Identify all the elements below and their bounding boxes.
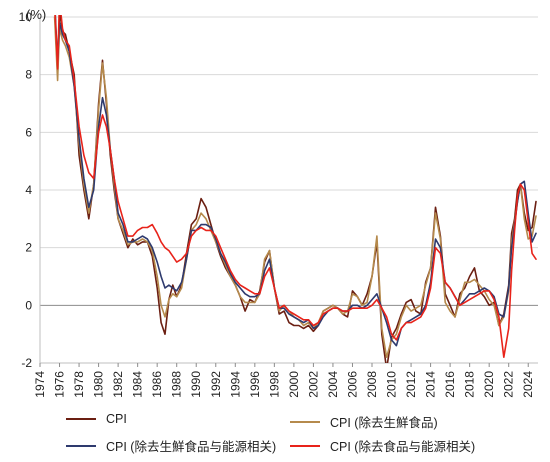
x-tick-label-1974: 1974 [33,371,47,398]
x-tick-label-1982: 1982 [111,371,125,398]
x-tick-label-2020: 2020 [482,371,496,398]
y-tick-label-0: 0 [25,298,32,312]
x-tick-label-2012: 2012 [404,371,418,398]
x-tick-label-2018: 2018 [463,371,477,398]
series-line-cpi-ex-food-energy [54,15,537,359]
y-tick-label-8: 8 [25,68,32,82]
legend-label-cpi-ex-fresh-food-energy: CPI (除去生鮮食品与能源相关) [106,440,277,454]
x-tick-label-2016: 2016 [443,371,457,398]
x-tick-label-2024: 2024 [521,371,535,398]
series-cpi-ex-food-energy [54,15,537,359]
legend: CPI CPI (除去生鮮食品) CPI (除去生鮮食品与能源相关) CPI (… [0,404,550,462]
y-tick-label-6: 6 [25,125,32,139]
x-tick-label-1986: 1986 [150,371,164,398]
legend-swatch-cpi-ex-fresh-food [290,420,320,423]
x-tick-label-1992: 1992 [209,371,223,398]
x-tick-label-1988: 1988 [170,371,184,398]
legend-swatch-cpi [66,418,96,420]
tick-labels: -2 0 2 4 6 8 10 1974 1976 1978 1980 1982 1984 1986 198… [19,10,536,398]
x-tick-label-2004: 2004 [326,371,340,398]
x-tick-label-2010: 2010 [385,371,399,398]
x-tick-label-1996: 1996 [248,371,262,398]
x-tick-label-2002: 2002 [306,371,320,398]
legend-item-cpi-ex-fresh-food-energy: CPI (除去生鮮食品与能源相关) [66,436,276,455]
x-tick-label-1998: 1998 [267,371,281,398]
series-line-cpi [54,15,537,363]
x-tick-label-1976: 1976 [53,371,67,398]
y-tick-label-10: 10 [19,10,33,24]
x-tick-label-1984: 1984 [131,371,145,398]
y-tick-label--2: -2 [21,356,32,370]
x-tick-label-1978: 1978 [72,371,86,398]
legend-item-cpi: CPI [66,412,127,426]
x-tick-label-2008: 2008 [365,371,379,398]
series-lines [53,15,537,363]
x-tick-label-2022: 2022 [502,371,516,398]
legend-item-cpi-ex-food-energy: CPI (除去食品与能源相关) [290,436,475,455]
axes [39,17,538,367]
legend-label-cpi-ex-fresh-food: CPI (除去生鮮食品) [330,416,438,430]
x-tick-label-2014: 2014 [424,371,438,398]
legend-item-cpi-ex-fresh-food: CPI (除去生鮮食品) [290,412,438,431]
y-tick-label-4: 4 [25,183,32,197]
series-cpi-ex-fresh-food-energy [54,15,537,347]
x-tick-label-2006: 2006 [345,371,359,398]
legend-swatch-cpi-ex-fresh-food-energy [66,444,96,447]
legend-swatch-cpi-ex-food-energy [290,444,320,447]
series-line-cpi-ex-fresh-food [53,16,537,359]
legend-label-cpi: CPI [106,412,127,426]
x-tick-label-1980: 1980 [92,371,106,398]
x-tick-label-1990: 1990 [189,371,203,398]
x-tick-label-1994: 1994 [228,371,242,398]
x-tick-label-2000: 2000 [287,371,301,398]
y-tick-label-2: 2 [25,241,32,255]
series-cpi-ex-fresh-food [53,16,537,359]
series-line-cpi-ex-fresh-food-energy [54,15,537,347]
y-axis-unit-label: (%) [26,7,46,22]
legend-label-cpi-ex-food-energy: CPI (除去食品与能源相关) [330,440,476,454]
